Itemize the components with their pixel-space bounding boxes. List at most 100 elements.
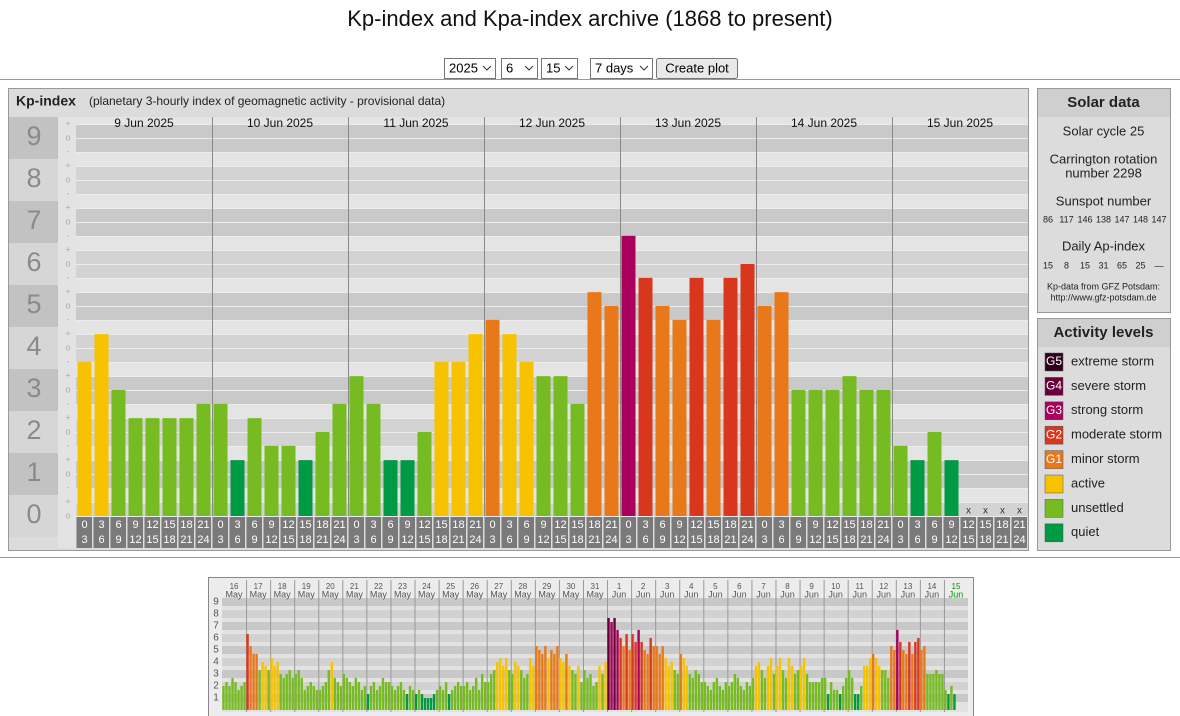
level-name: minor storm [1071, 451, 1140, 466]
overview-bar [402, 689, 406, 710]
overview-bar [574, 674, 577, 710]
kp-bar [536, 376, 551, 516]
overview-band [222, 634, 968, 642]
overview-bar [730, 682, 734, 710]
hour-label: 9 [115, 534, 121, 546]
hour-label: 6 [387, 519, 393, 531]
hour-label: 6 [370, 534, 376, 546]
overview-bar [944, 689, 947, 710]
select-arrow [639, 65, 649, 71]
kp-bar [468, 334, 483, 516]
sunspot-value: 138 [1096, 214, 1111, 224]
hour-label: 18 [452, 519, 464, 531]
select-box[interactable] [590, 58, 653, 79]
overview-bar [631, 634, 634, 710]
hour-box [297, 517, 313, 548]
overview-bar [811, 682, 815, 710]
kp-bar [672, 319, 687, 516]
hour-label: 9 [268, 519, 274, 531]
kp-bar [927, 432, 942, 516]
select-box[interactable] [444, 58, 496, 79]
overview-month: May [370, 589, 388, 599]
day-label: 11 Jun 2025 [383, 116, 448, 130]
overview-bar [694, 670, 697, 710]
hour-box [178, 517, 194, 548]
overview-bar [902, 650, 905, 710]
hour-box [518, 517, 534, 548]
overview-bar [844, 677, 848, 710]
overview-bar [709, 689, 713, 710]
overview-bar [541, 653, 544, 710]
hour-box [960, 517, 976, 548]
overview-bar [381, 677, 385, 710]
overview-bar [339, 686, 343, 710]
overview-bar [372, 682, 376, 710]
overview-bar [249, 646, 252, 710]
overview-bar [853, 694, 857, 710]
hour-label: 15 [962, 534, 974, 546]
hour-label: 12 [537, 534, 549, 546]
overview-bar [426, 698, 430, 710]
ap-value: 15 [1080, 260, 1090, 270]
hour-label: 24 [197, 534, 209, 546]
select-value: 7 days [595, 60, 634, 75]
overview-bar [796, 670, 800, 710]
kp-bar [655, 306, 670, 516]
overview-day: 18 [278, 582, 287, 591]
overview-day: 24 [422, 582, 431, 591]
hour-label: 15 [282, 534, 294, 546]
hour-label: 15 [299, 519, 311, 531]
hour-box [875, 517, 891, 548]
kp-bar [944, 460, 959, 516]
overview-day: 3 [665, 582, 670, 591]
y-band-cell [9, 285, 58, 327]
overview-bar [887, 677, 890, 710]
y-band-cell [9, 411, 58, 453]
overview-bar [637, 629, 640, 710]
kp-bar [77, 361, 92, 516]
hour-label: 18 [979, 534, 991, 546]
sunspot-value: 147 [1114, 214, 1129, 224]
hour-box [144, 517, 160, 548]
kp-bar [825, 390, 840, 516]
overview-bar [616, 629, 619, 710]
overview-bar [748, 686, 752, 710]
kp-subtitle: (planetary 3-hourly index of geomagnetic… [89, 94, 445, 108]
hour-label: 6 [931, 519, 937, 531]
overview-y-label: 6 [213, 633, 219, 644]
source: Kp-data from GFZ Potsdam: [1047, 281, 1160, 291]
hour-label: 3 [81, 534, 87, 546]
overview-bar [893, 650, 896, 710]
overview-month: Jun [732, 589, 747, 599]
overview-bar [321, 686, 324, 710]
hour-box [909, 517, 925, 548]
select-box[interactable] [501, 58, 538, 79]
ap-value: 31 [1098, 260, 1108, 270]
level-swatch [1044, 450, 1064, 469]
level-name: moderate storm [1071, 427, 1162, 442]
hour-box [892, 517, 908, 548]
overview-bar [941, 674, 944, 710]
overview-band [222, 610, 968, 618]
hour-label: 18 [724, 519, 736, 531]
overview-month: Jun [925, 589, 940, 599]
create-plot-button[interactable] [656, 58, 738, 79]
kp-bar [400, 460, 415, 516]
kp-bar [706, 319, 721, 516]
overview-bar [354, 677, 358, 710]
level-name: extreme storm [1071, 353, 1154, 368]
overview-bar [733, 674, 737, 710]
overview-bar [255, 653, 258, 710]
overview-day: 16 [230, 582, 239, 591]
overview-bar [568, 665, 571, 710]
hour-label: 9 [948, 519, 954, 531]
overview-bar [258, 670, 261, 710]
overview-bar [932, 674, 935, 710]
hour-label: 9 [251, 534, 257, 546]
select-box[interactable] [541, 58, 578, 79]
hour-box [841, 517, 857, 548]
hour-label: 21 [197, 519, 209, 531]
overview-bar [841, 686, 845, 710]
overview-bar [562, 662, 565, 710]
